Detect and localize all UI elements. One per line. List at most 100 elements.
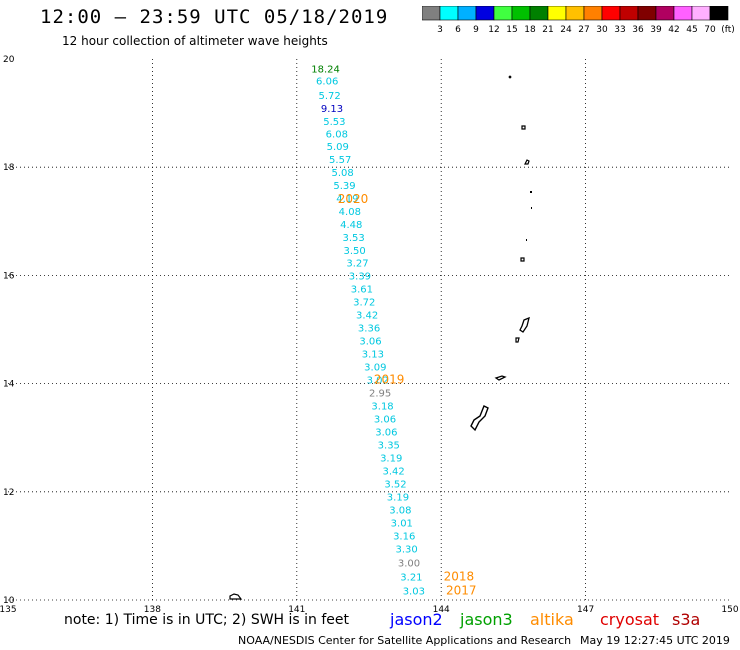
latitude-tick-label: 18 [3,163,15,173]
wave-height-value: 5.53 [323,117,345,128]
wave-height-value: 3.21 [400,573,422,584]
legend-label: 42 [668,25,679,35]
island-guguan [520,257,525,262]
longitude-tick-label: 141 [288,605,305,615]
wave-height-value: 9.13 [321,104,343,115]
legend-label: 70 [704,25,716,35]
wave-height-value: 3.13 [362,350,384,361]
legend-label: 6 [455,25,461,35]
wave-height-value: 3.01 [391,518,413,529]
map-subtitle: 12 hour collection of altimeter wave hei… [62,34,328,48]
longitude-tick-label: 144 [433,605,450,615]
wave-height-value: 3.06 [359,337,381,348]
island-agrihan [530,191,532,193]
latitude-tick-label: 20 [3,55,15,65]
wave-height-value: 3.27 [346,259,368,270]
wave-height-value: 2.95 [369,389,391,400]
wave-height-value: 4.08 [339,207,361,218]
wave-height-value: 3.42 [356,311,378,322]
wave-height-value: 3.02 [367,376,389,387]
legend-label: 21 [542,25,553,35]
footer-credit: NOAA/NESDIS Center for Satellite Applica… [238,634,572,647]
island-saipan [519,316,530,333]
legend-label: 12 [488,25,499,35]
islands [229,75,532,600]
legend-label: (ft) [721,25,735,35]
satellite-jason3: jason3 [460,610,513,629]
wave-height-value: 3.03 [403,587,425,598]
legend-label: 3 [437,25,443,35]
island-tinian [515,337,520,343]
legend-label: 39 [650,25,662,35]
wave-height-value: 6.06 [316,76,338,87]
wave-height-value: 3.61 [351,285,373,296]
island-alamagan [526,239,527,241]
wave-height-value: 3.42 [382,466,404,477]
map-title: 12:00 – 23:59 UTC 05/18/2019 [40,6,389,28]
island-southwest [229,593,243,600]
wave-height-value: 3.36 [358,324,380,335]
footer-note: note: 1) Time is in UTC; 2) SWH is in fe… [64,612,350,628]
island-farallon [508,75,512,79]
latitude-tick-label: 14 [3,380,15,390]
longitude-tick-label: 147 [577,605,594,615]
latitude-tick-label: 12 [3,488,14,498]
observation-time-label: 2020 [338,192,369,206]
wave-height-value: 3.18 [371,402,393,413]
wave-height-value: 3.39 [349,272,371,283]
wave-height-value: 3.30 [395,544,417,555]
wave-height-observations: 18.246.06 5.72 9.13 5.536.08 5.09 5.57 5.08 5.3… [311,65,425,598]
wave-height-value: 3.52 [384,479,406,490]
observation-time-label: 2017 [446,584,477,598]
island-guam [470,405,489,432]
satellite-cryosat: cryosat [600,610,660,629]
island-pagan [531,207,532,209]
legend-label: 33 [614,25,625,35]
wave-height-value: 3.50 [343,246,365,257]
island-rota [494,375,507,381]
wave-height-value: 3.19 [380,454,402,465]
island-maug [521,125,526,130]
wave-height-value: 3.08 [389,505,411,516]
latitude-tick-label: 16 [3,271,15,281]
wave-height-value: 4.19 [336,194,358,205]
wave-height-value: 5.39 [333,181,355,192]
wave-height-value: 5.57 [329,155,351,166]
legend-label: 36 [632,25,644,35]
legend-label: 45 [686,25,697,35]
satellite-jason2: jason2 [390,610,443,629]
legend-label: 18 [524,25,536,35]
wave-height-value: 3.72 [353,298,375,309]
legend-swatch [709,6,729,21]
wave-height-value: 4.48 [340,220,362,231]
legend-label: 30 [596,25,608,35]
wave-height-value: 3.06 [375,428,397,439]
legend-label: 24 [560,25,572,35]
color-scale-legend: 3 6 9 12 15 18 21 24 27 30 33 36 39 42 45 70 (ft) [422,6,735,35]
wave-height-value: 6.08 [326,129,348,140]
wave-height-value: 3.19 [387,492,409,503]
longitude-tick-label: 150 [721,605,738,615]
wave-height-value: 3.09 [364,363,386,374]
satellite-altika: altika [530,610,574,629]
longitude-tick-label: 135 [0,605,17,615]
satellite-s3a: s3a [672,610,701,629]
wave-height-value: 5.08 [331,168,353,179]
wave-height-value: 3.16 [393,531,415,542]
legend-label: 27 [578,25,589,35]
footer-timestamp: May 19 12:27:45 UTC 2019 [580,634,730,647]
legend-label: 9 [473,25,479,35]
wave-height-value: 5.09 [327,142,349,153]
wave-height-value: 3.53 [343,233,365,244]
latitude-tick-label: 10 [3,596,15,606]
wave-height-value: 3.00 [398,558,420,569]
wave-height-value: 18.24 [311,65,340,76]
legend-label: 15 [506,25,517,35]
wave-height-value: 5.72 [318,91,340,102]
longitude-tick-label: 138 [144,605,161,615]
lat-lon-grid [8,59,730,601]
wave-height-value: 3.35 [378,441,400,452]
observation-time-label: 2018 [444,570,475,584]
island-asuncion [524,159,530,165]
